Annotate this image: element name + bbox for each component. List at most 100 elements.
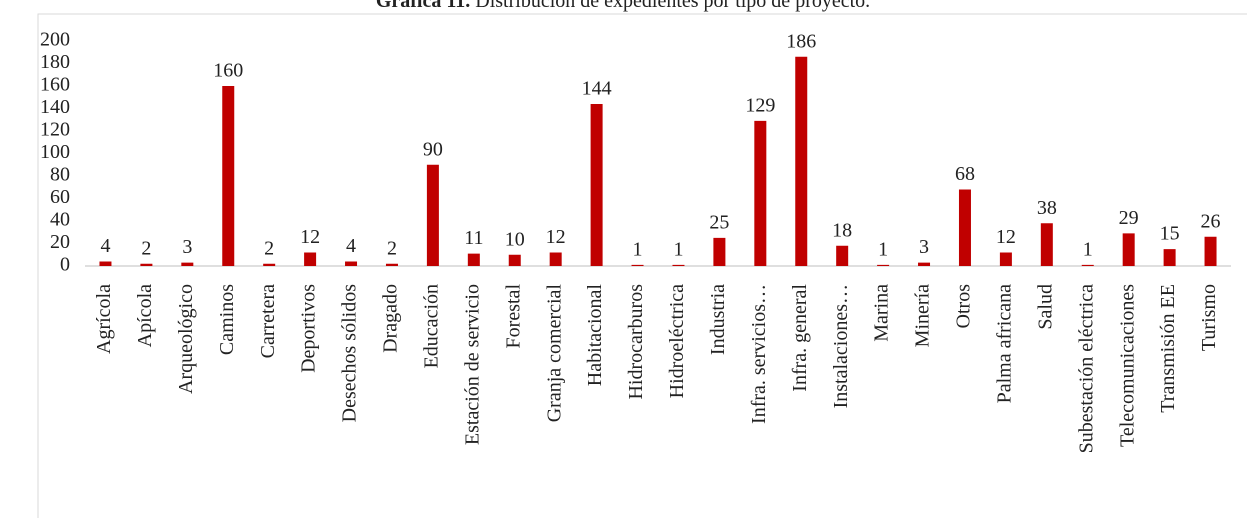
- bar: [1163, 249, 1176, 266]
- value-label: 160: [213, 60, 243, 82]
- value-label: 26: [1201, 210, 1221, 232]
- y-tick-label: 120: [40, 119, 70, 141]
- bar: [672, 264, 685, 266]
- x-tick-label: Hidroeléctrica: [666, 284, 688, 398]
- value-label: 186: [786, 30, 816, 52]
- x-tick-label: Granja comercial: [543, 284, 565, 423]
- x-tick-label: Otros: [953, 284, 975, 329]
- value-label: 18: [832, 219, 852, 241]
- bar: [467, 253, 480, 266]
- x-tick-label: Agrícola: [93, 284, 115, 354]
- bar: [877, 264, 890, 266]
- bar: [140, 263, 153, 266]
- bar: [999, 252, 1012, 266]
- y-tick-label: 200: [40, 29, 70, 51]
- x-tick-label: Educación: [420, 284, 442, 368]
- bar: [836, 245, 849, 266]
- value-label: 15: [1160, 223, 1180, 245]
- value-label: 12: [996, 226, 1016, 248]
- bar: [918, 262, 931, 266]
- x-tick-label: Dragado: [380, 284, 402, 353]
- bar: [590, 104, 603, 266]
- x-tick-label: Estación de servicio: [461, 284, 483, 445]
- x-tick-label: Infra. general: [789, 284, 811, 392]
- bar: [345, 261, 358, 266]
- bar: [958, 189, 971, 266]
- x-tick-label: Industria: [707, 284, 729, 355]
- bar: [99, 261, 112, 266]
- bar: [754, 120, 767, 266]
- x-tick-label: Desechos sólidos: [339, 284, 361, 423]
- bar: [508, 254, 521, 266]
- value-label: 2: [387, 237, 397, 259]
- x-tick-label: Palma africana: [993, 284, 1015, 403]
- value-label: 10: [505, 228, 525, 250]
- y-tick-label: 20: [50, 231, 70, 253]
- x-tick-label: Forestal: [502, 284, 524, 349]
- y-tick-label: 60: [50, 186, 70, 208]
- value-label: 68: [955, 163, 975, 185]
- bar: [549, 252, 562, 266]
- bar: [263, 263, 276, 266]
- value-label: 25: [709, 211, 729, 233]
- title-text: Distribución de expedientes por tipo de …: [475, 0, 870, 12]
- y-tick-label: 40: [50, 209, 70, 231]
- value-label: 38: [1037, 197, 1057, 219]
- title-label: Gráfica 11.: [376, 0, 470, 12]
- bar: [304, 252, 317, 266]
- y-tick-label: 100: [40, 141, 70, 163]
- y-tick-label: 180: [40, 51, 70, 73]
- bar: [181, 262, 194, 266]
- chart-title: Gráfica 11. Distribución de expedientes …: [376, 0, 870, 12]
- chart-frame: [37, 13, 1247, 518]
- x-tick-label: Transmisión EE: [1157, 284, 1179, 413]
- x-tick-label: Habitacional: [584, 284, 606, 387]
- bar: [222, 86, 235, 266]
- y-tick-label: 160: [40, 74, 70, 96]
- bar: [795, 56, 808, 266]
- x-tick-label: Minería: [912, 284, 934, 347]
- value-label: 129: [745, 94, 775, 116]
- x-tick-label: Instalaciones…: [830, 284, 852, 408]
- x-tick-label: Subestación eléctrica: [1075, 284, 1097, 453]
- value-label: 12: [546, 226, 566, 248]
- value-label: 90: [423, 138, 443, 160]
- value-label: 4: [100, 235, 110, 257]
- value-label: 1: [673, 238, 683, 260]
- bar: [1204, 236, 1217, 266]
- x-tick-label: Marina: [871, 284, 893, 342]
- bar: [713, 237, 726, 266]
- value-label: 2: [141, 237, 151, 259]
- bar: [1040, 223, 1053, 266]
- value-label: 2: [264, 237, 274, 259]
- x-tick-label: Turismo: [1198, 284, 1220, 351]
- value-label: 1: [1083, 238, 1093, 260]
- y-tick-label: 0: [60, 254, 70, 276]
- x-tick-label: Infra. servicios…: [748, 284, 770, 424]
- bar: [1122, 233, 1135, 266]
- value-label: 144: [582, 78, 612, 100]
- x-tick-label: Carretera: [257, 284, 279, 359]
- x-tick-label: Deportivos: [298, 284, 320, 373]
- value-label: 1: [878, 238, 888, 260]
- value-label: 3: [919, 236, 929, 258]
- value-label: 3: [182, 236, 192, 258]
- x-tick-label: Telecomunicaciones: [1116, 284, 1138, 447]
- value-label: 11: [464, 227, 483, 249]
- x-tick-label: Apícola: [134, 284, 156, 347]
- bar: [426, 164, 439, 266]
- bar: [385, 263, 398, 266]
- y-tick-label: 80: [50, 164, 70, 186]
- x-tick-label: Salud: [1034, 284, 1056, 330]
- value-label: 1: [633, 238, 643, 260]
- value-label: 29: [1119, 207, 1139, 229]
- value-label: 4: [346, 235, 356, 257]
- bar: [1081, 264, 1094, 266]
- x-tick-label: Hidrocarburos: [625, 284, 647, 400]
- bar: [631, 264, 644, 266]
- y-tick-label: 140: [40, 96, 70, 118]
- x-tick-label: Caminos: [216, 284, 238, 355]
- x-tick-label: Arqueológico: [175, 284, 197, 394]
- value-label: 12: [300, 226, 320, 248]
